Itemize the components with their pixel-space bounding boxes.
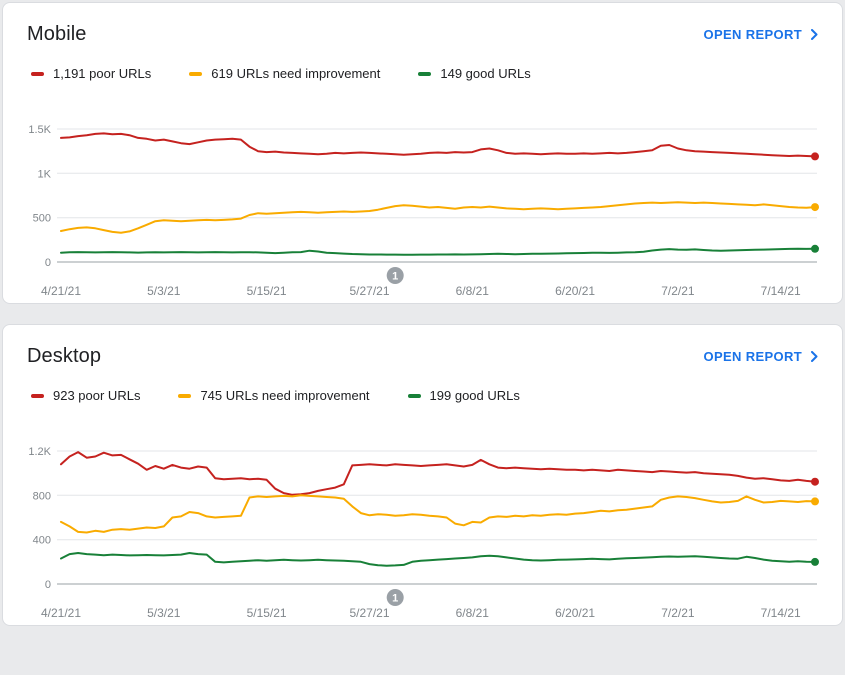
open-report-label: OPEN REPORT [703, 349, 802, 364]
open-report-label: OPEN REPORT [703, 27, 802, 42]
x-axis-label: 5/15/21 [247, 606, 287, 620]
legend-label: 745 URLs need improvement [200, 388, 370, 403]
legend-label: 149 good URLs [440, 66, 531, 81]
series-line-need-improvement [60, 494, 816, 534]
open-report-link-desktop[interactable]: OPEN REPORT [704, 349, 818, 364]
x-axis-label: 6/20/21 [555, 284, 595, 298]
y-axis-label: 500 [33, 213, 51, 225]
legend-mobile: 1,191 poor URLs 619 URLs need improvement… [3, 46, 842, 81]
core-web-vitals-page: Mobile OPEN REPORT 1,191 poor URLs 619 UR… [2, 2, 843, 626]
x-axis-label: 6/20/21 [555, 606, 595, 620]
line-chart-mobile[interactable]: 0 500 1K 1.5K 4/21/21 5/3/21 5/15/21 5/27/21 6/8… [3, 103, 842, 303]
x-axis-label: 7/2/21 [661, 606, 695, 620]
x-axis-label: 5/27/21 [349, 606, 389, 620]
series-line-good [60, 552, 816, 567]
annotation-marker[interactable]: 1 [386, 267, 404, 284]
annotation-marker[interactable]: 1 [386, 589, 404, 606]
series-line-poor [60, 132, 816, 158]
x-axis-label: 7/14/21 [761, 284, 801, 298]
legend-label: 923 poor URLs [53, 388, 141, 403]
y-axis-label: 800 [33, 490, 51, 502]
annotation-label: 1 [392, 271, 398, 283]
desktop-card: Desktop OPEN REPORT 923 poor URLs 745 URL… [2, 324, 843, 626]
series-endpoint-need-improvement [811, 203, 819, 212]
legend-dash-icon [407, 393, 421, 398]
legend-item-good[interactable]: 199 good URLs [407, 388, 520, 403]
legend-label: 619 URLs need improvement [211, 66, 381, 81]
chevron-right-icon [811, 29, 818, 40]
card-title-desktop: Desktop [27, 345, 102, 367]
series-line-need-improvement [60, 201, 816, 234]
x-axis-label: 5/27/21 [349, 284, 389, 298]
legend-dash-icon [418, 71, 432, 76]
series-endpoint-poor [811, 477, 819, 486]
mobile-card-header: Mobile OPEN REPORT [3, 3, 842, 46]
series-endpoint-need-improvement [811, 497, 819, 506]
series-line-good [60, 247, 816, 256]
series-endpoint-poor [811, 152, 819, 161]
legend-desktop: 923 poor URLs 745 URLs need improvement 19… [3, 368, 842, 403]
legend-dash-icon [178, 393, 192, 398]
series-endpoint-good [811, 244, 819, 253]
x-axis-label: 6/8/21 [456, 284, 490, 298]
x-axis-label: 5/3/21 [147, 606, 181, 620]
chevron-right-icon [811, 351, 818, 362]
series-line-poor [60, 451, 816, 496]
card-title-mobile: Mobile [27, 23, 87, 45]
x-axis-label: 6/8/21 [456, 606, 490, 620]
annotation-label: 1 [392, 593, 398, 605]
x-axis-label: 7/14/21 [761, 606, 801, 620]
x-axis-label: 7/2/21 [661, 284, 695, 298]
y-axis-label: 0 [45, 257, 51, 269]
legend-item-need-improvement[interactable]: 745 URLs need improvement [178, 388, 370, 403]
y-axis-label: 1.5K [28, 124, 51, 136]
y-axis-label: 1.2K [28, 446, 51, 458]
legend-item-need-improvement[interactable]: 619 URLs need improvement [189, 66, 380, 81]
legend-item-poor[interactable]: 923 poor URLs [31, 388, 140, 403]
legend-dash-icon [189, 71, 203, 76]
x-axis-label: 4/21/21 [41, 284, 81, 298]
x-axis-label: 4/21/21 [41, 606, 81, 620]
y-axis-label: 400 [33, 535, 51, 547]
x-axis-label: 5/15/21 [247, 284, 287, 298]
legend-label: 1,191 poor URLs [53, 66, 152, 81]
desktop-card-header: Desktop OPEN REPORT [3, 325, 842, 368]
legend-item-good[interactable]: 149 good URLs [418, 66, 531, 81]
legend-label: 199 good URLs [429, 388, 520, 403]
legend-dash-icon [31, 393, 44, 398]
series-endpoint-good [811, 557, 819, 566]
y-axis-label: 0 [45, 579, 51, 591]
y-axis-label: 1K [38, 168, 52, 180]
x-axis-label: 5/3/21 [147, 284, 181, 298]
legend-item-poor[interactable]: 1,191 poor URLs [31, 66, 151, 81]
mobile-card: Mobile OPEN REPORT 1,191 poor URLs 619 UR… [2, 2, 843, 304]
open-report-link-mobile[interactable]: OPEN REPORT [704, 27, 818, 42]
line-chart-desktop[interactable]: 0 400 800 1.2K 4/21/21 5/3/21 5/15/21 5/27/21 6/… [3, 425, 842, 625]
legend-dash-icon [31, 71, 44, 76]
